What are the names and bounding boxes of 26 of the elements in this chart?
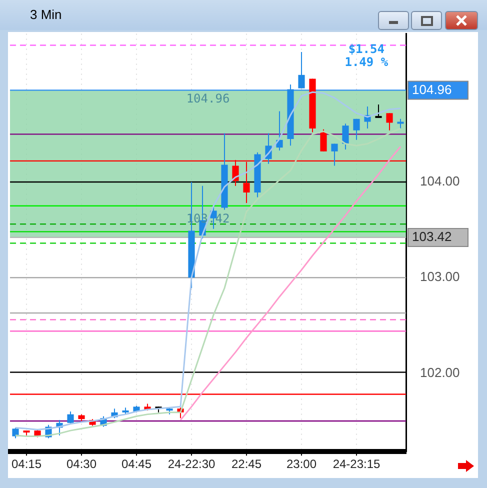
x-tick-label: 04:45 bbox=[121, 457, 152, 472]
y-tick-label: 104.00 bbox=[420, 174, 460, 189]
ref-line-label: 103.42 bbox=[412, 229, 452, 244]
candlestick bbox=[386, 112, 393, 131]
annotation: 104.96 bbox=[186, 91, 230, 106]
annotation: 1.49 % bbox=[344, 54, 389, 69]
candlestick bbox=[67, 410, 74, 424]
candlestick bbox=[320, 128, 327, 152]
y-tick-label: 102.00 bbox=[420, 364, 460, 380]
x-tick-label: 04:30 bbox=[66, 457, 97, 472]
candlestick bbox=[331, 143, 338, 166]
x-tick-label: 24-22:30 bbox=[168, 457, 216, 472]
y-tick-label: 103.00 bbox=[420, 269, 460, 284]
chart-title: 3 Min bbox=[30, 7, 62, 22]
x-tick-label: 22:45 bbox=[231, 457, 262, 472]
candlestick bbox=[342, 123, 349, 150]
x-tick-label: 04:15 bbox=[11, 457, 42, 472]
candlestick bbox=[12, 427, 19, 439]
x-tick-label: 23:00 bbox=[286, 457, 317, 472]
x-tick-label: 24-23:15 bbox=[332, 457, 381, 472]
ref-line-label: 104.96 bbox=[412, 82, 452, 97]
candlestick bbox=[276, 110, 283, 151]
candlestick bbox=[397, 118, 404, 129]
annotation: $1.54 bbox=[348, 42, 384, 56]
candlestick bbox=[353, 118, 360, 140]
candlestick bbox=[298, 51, 305, 89]
